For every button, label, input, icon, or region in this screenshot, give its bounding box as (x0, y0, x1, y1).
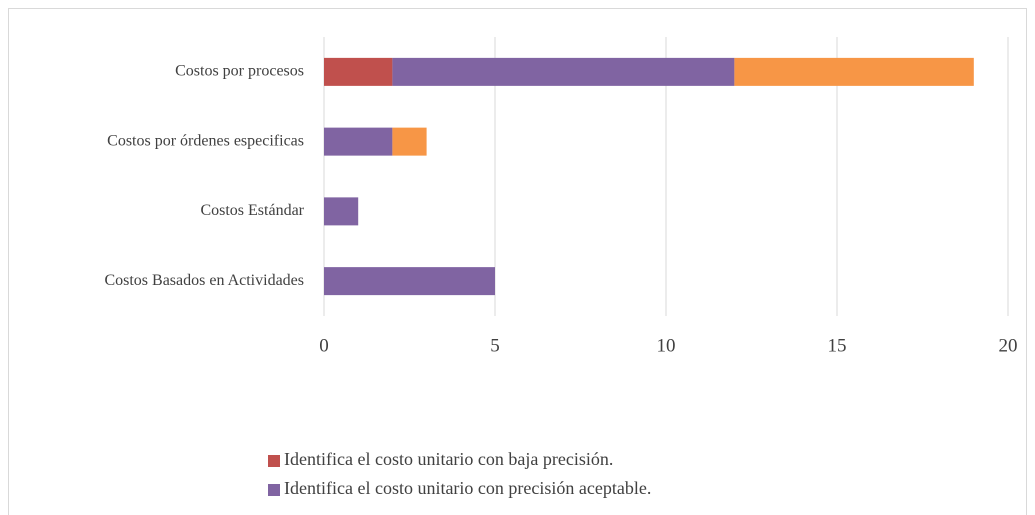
bar-segment (734, 57, 974, 86)
bar-segment (324, 127, 393, 156)
y-tick-label: Costos por procesos (175, 63, 304, 80)
bar-segment (324, 197, 359, 226)
x-tick-label: 5 (490, 335, 500, 356)
chart-border (8, 8, 1027, 515)
x-tick-label: 10 (657, 335, 676, 356)
legend-swatch (268, 484, 280, 496)
legend-label: Identifica el costo unitario con baja pr… (284, 449, 613, 469)
x-tick-label: 15 (828, 335, 847, 356)
bar-segment (324, 267, 495, 296)
x-tick-label: 0 (319, 335, 329, 356)
legend-label: Identifica el costo unitario con precisi… (284, 478, 651, 498)
bar-segment (392, 57, 735, 86)
bar-segment (392, 127, 427, 156)
legend-swatch (268, 455, 280, 467)
bar-segment (324, 57, 393, 86)
y-tick-label: Costos Estándar (200, 202, 304, 219)
y-tick-label: Costos por órdenes especificas (107, 132, 304, 149)
y-tick-label: Costos Basados en Actividades (104, 272, 304, 289)
x-tick-label: 20 (999, 335, 1018, 356)
